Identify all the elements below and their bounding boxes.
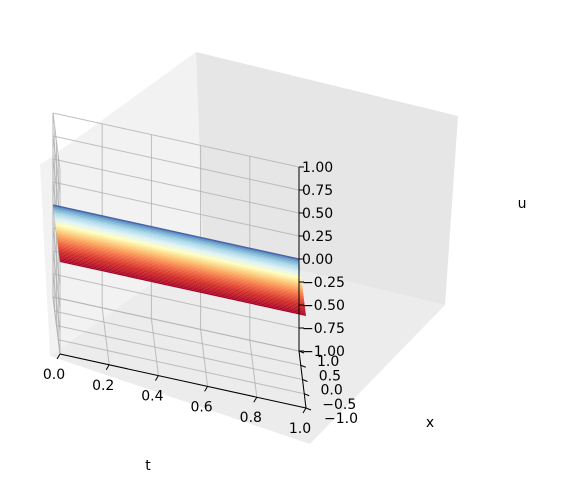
u-tick-label: 0.00 <box>302 252 333 268</box>
surface-strip <box>58 252 305 308</box>
floor-pane <box>50 247 445 444</box>
t-tick <box>253 396 258 403</box>
u-axis-label: u <box>518 196 527 212</box>
grid-line-u-left <box>52 296 61 355</box>
surface-strip <box>57 240 304 297</box>
x-tick <box>304 393 310 397</box>
grid-line-u-back <box>52 135 300 191</box>
t-tick <box>204 386 209 392</box>
grid-line-x-floor <box>58 339 305 395</box>
surface <box>52 204 307 316</box>
axes <box>56 166 312 414</box>
surface-strip <box>58 250 305 307</box>
surface-strip <box>56 232 303 288</box>
surface-strip <box>59 256 306 312</box>
surface-strip <box>56 234 303 291</box>
surface-strip <box>55 222 302 278</box>
u-tick-label: 0.50 <box>302 206 333 222</box>
surface-strip <box>54 214 301 271</box>
u-tick-label: 0.25 <box>302 229 333 245</box>
grid-line-u-back <box>52 296 300 352</box>
surface-strip <box>53 206 300 262</box>
surface-strip <box>55 229 303 285</box>
x-tick-label: −0.5 <box>322 397 356 413</box>
t-tick-label: 0.2 <box>92 378 114 394</box>
x-tick <box>302 379 308 382</box>
surface-strip <box>55 226 302 282</box>
tick-labels: 0.00.20.40.60.81.0−1.0−0.50.00.51.0−1.00… <box>43 160 358 437</box>
x-tick-label: −1.0 <box>324 411 358 427</box>
grid-line-u-left <box>52 112 61 171</box>
grid-line-u-back <box>52 112 300 168</box>
surface-strip <box>54 217 301 274</box>
x-tick-label: 0.5 <box>319 368 341 384</box>
x-tick-label: 0.0 <box>321 383 343 399</box>
right-pane <box>196 52 458 305</box>
t-tick <box>302 407 307 414</box>
surface-strip <box>58 246 305 302</box>
surface-strip <box>53 209 300 265</box>
x-axis-label: x <box>426 415 434 431</box>
t-tick-label: 0.0 <box>43 367 65 383</box>
surface-strip <box>59 254 306 311</box>
surface-strip <box>54 216 301 272</box>
t-axis-label: t <box>145 458 151 474</box>
grid-line-u-left <box>52 227 61 286</box>
u-tick-label: 0.75 <box>302 183 333 199</box>
grid-line-u-left <box>52 273 61 332</box>
surface-edge <box>52 204 300 260</box>
x-tick-label: 1.0 <box>317 354 339 370</box>
grid-line-u-back <box>52 273 300 329</box>
surface-strip <box>57 244 305 301</box>
grid-line-u-left <box>52 135 61 194</box>
surface-strip <box>53 207 300 264</box>
u-tick-label: −1.00 <box>302 344 345 360</box>
grid-line-x-floor <box>54 310 301 366</box>
u-tick-label: 1.00 <box>302 160 333 176</box>
u-tick-label: −0.50 <box>302 298 345 314</box>
t-tick <box>105 364 110 371</box>
surface-strip <box>58 249 305 305</box>
surface-strip <box>57 243 304 299</box>
t-tick-label: 0.6 <box>190 399 212 415</box>
grid-line-u-back <box>52 158 300 214</box>
surface-strip <box>56 236 304 292</box>
surface-strip <box>53 210 300 267</box>
surface-strip <box>55 224 302 281</box>
grid-line-x-floor <box>56 325 303 380</box>
x-tick <box>305 407 312 411</box>
surface-strip <box>53 212 301 268</box>
surface-strip <box>56 230 303 287</box>
surface-strip <box>59 259 306 315</box>
surface-strip <box>56 233 303 289</box>
t-tick-label: 0.8 <box>240 410 262 426</box>
surface-strip <box>58 253 306 309</box>
t-axis-line <box>59 353 307 409</box>
surface-strip <box>58 247 305 304</box>
surface-strip <box>57 239 304 295</box>
t-tick <box>154 375 159 381</box>
surface-strip <box>55 227 302 284</box>
t-tick-label: 0.4 <box>141 389 163 405</box>
u-tick-label: −0.75 <box>302 321 345 337</box>
surface-strip <box>54 219 301 275</box>
u-tick-label: −0.25 <box>302 275 345 291</box>
surface-strip <box>55 223 302 279</box>
surface-strip <box>57 237 304 294</box>
grid-line-u-left <box>52 250 61 309</box>
surface-strip <box>59 257 306 314</box>
surface-strip <box>59 260 307 316</box>
t-tick-label: 1.0 <box>289 421 311 437</box>
surface-strip <box>57 242 304 298</box>
grid-line-u-back <box>52 181 300 237</box>
x-tick <box>300 364 306 368</box>
surface-strip <box>54 213 301 269</box>
t-tick <box>56 353 61 360</box>
surface-strip <box>54 220 302 277</box>
